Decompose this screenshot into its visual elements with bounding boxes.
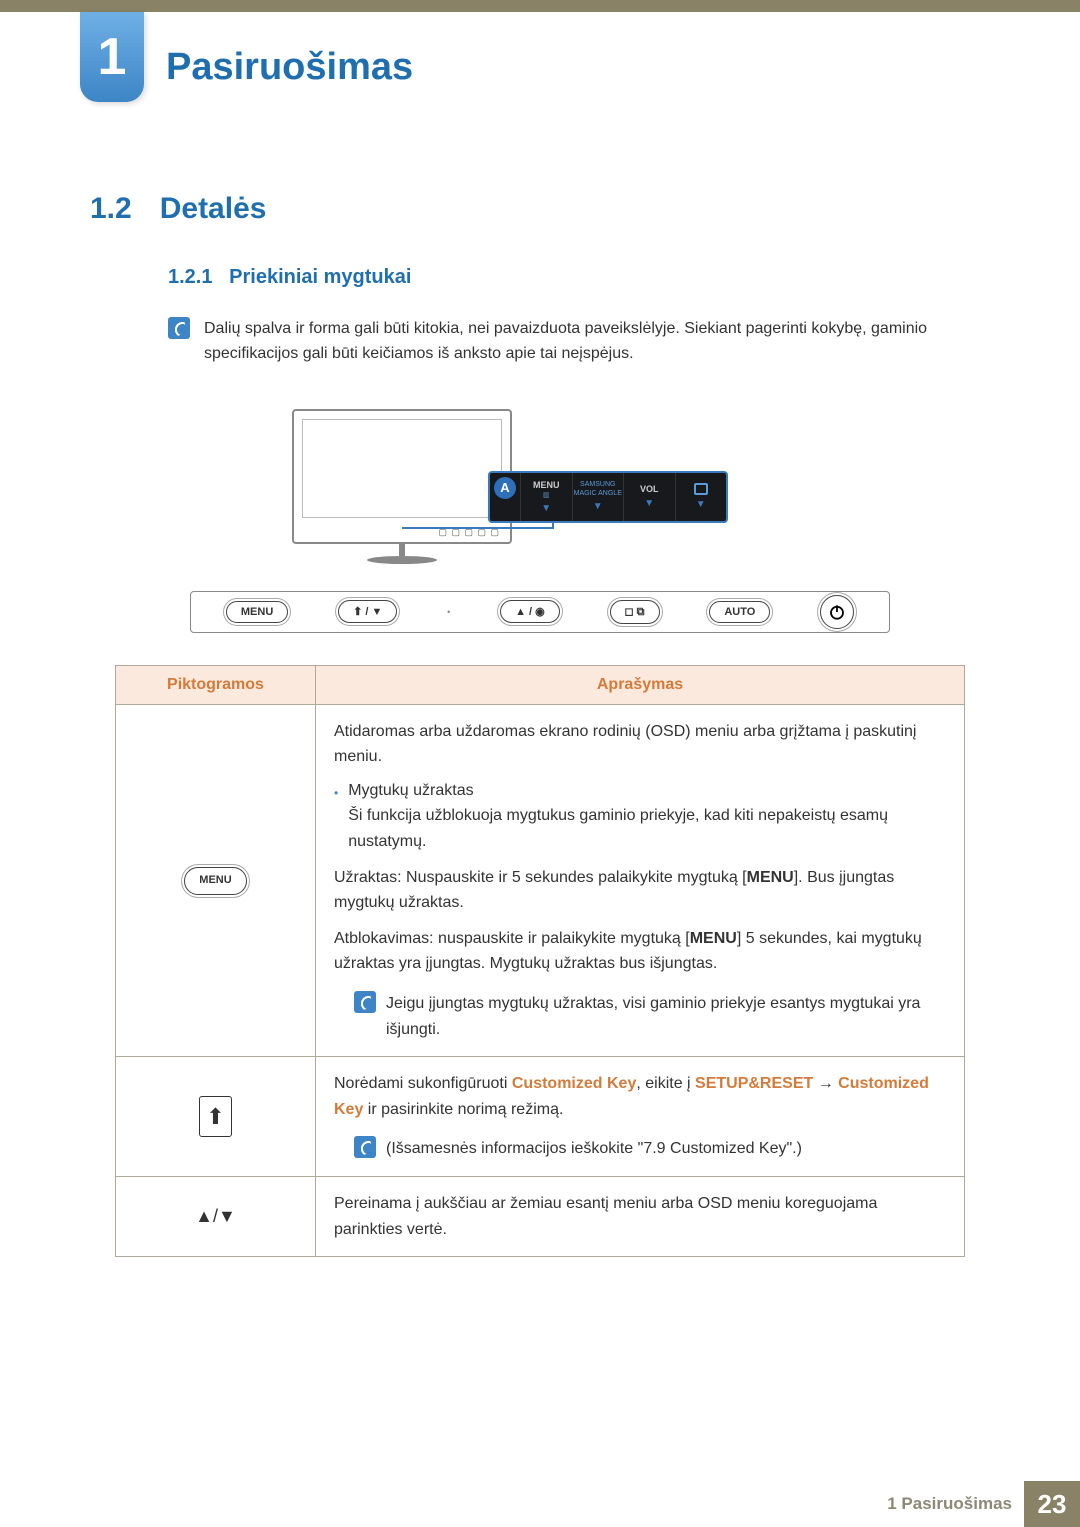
- section-number: 1.2: [90, 192, 132, 226]
- row1-unlock-text: Atblokavimas: nuspauskite ir palaikykite…: [334, 926, 946, 977]
- section-heading: 1.2 Detalės: [90, 192, 1080, 226]
- customized-key-icon: ⬆: [199, 1096, 231, 1137]
- table-header-description: Aprašymas: [316, 665, 965, 704]
- auto-button-icon: AUTO: [709, 601, 770, 623]
- row1-lock-text: Užraktas: Nuspauskite ir 5 sekundes pala…: [334, 865, 946, 916]
- chapter-title: Pasiruošimas: [144, 12, 413, 89]
- osd-source-icon: [694, 483, 708, 495]
- callout-connector: [402, 527, 554, 529]
- menu-button-icon: MENU: [226, 601, 288, 623]
- text-fragment: Užraktas: Nuspauskite ir 5 sekundes pala…: [334, 869, 747, 886]
- menu-button-icon: MENU: [184, 867, 246, 895]
- arrow-text: →: [813, 1075, 838, 1092]
- osd-arrow-icon: ▼: [593, 501, 603, 512]
- row1-note: Jeigu įjungtas mygtukų užraktas, visi ga…: [386, 991, 946, 1042]
- note-icon: [354, 1136, 376, 1158]
- bullet-icon: •: [334, 778, 338, 803]
- customized-key-label: Customized Key: [512, 1075, 636, 1092]
- osd-menu-label: MENU: [533, 480, 560, 490]
- subsection-title: Priekiniai mygtukai: [229, 266, 411, 288]
- osd-callout: A MENU ▥ ▼ SAMSUNG MAGIC ANGLE ▼ VOL ▼ ▼: [488, 471, 728, 523]
- osd-arrow-icon: ▼: [541, 503, 551, 514]
- text-fragment: Atblokavimas: nuspauskite ir palaikykite…: [334, 930, 690, 947]
- subsection-heading: 1.2.1 Priekiniai mygtukai: [168, 266, 1080, 289]
- osd-a-badge: A: [494, 477, 516, 499]
- top-accent-bar: [0, 0, 1080, 12]
- row3-desc: Pereinama į aukščiau ar žemiau esantį me…: [316, 1176, 965, 1256]
- row1-bullet-title: Mygtukų užraktas: [348, 778, 946, 804]
- setup-reset-label: SETUP&RESET: [695, 1075, 813, 1092]
- table-row: ⬆ Norėdami sukonfigūruoti Customized Key…: [116, 1057, 965, 1177]
- osd-arrow-icon: ▼: [696, 499, 706, 510]
- separator-dot: •: [447, 607, 450, 617]
- text-fragment: Norėdami sukonfigūruoti: [334, 1075, 512, 1092]
- text-fragment: ir pasirinkite norimą režimą.: [363, 1101, 563, 1118]
- osd-arrow-icon: ▼: [644, 498, 654, 509]
- footer-page-number: 23: [1024, 1481, 1080, 1527]
- row1-bullet-body: Ši funkcija užblokuoja mygtukus gaminio …: [348, 803, 946, 854]
- footer-chapter-label: 1 Pasiruošimas: [887, 1494, 1024, 1514]
- customized-down-button-icon: ⬆ / ▼: [338, 600, 397, 623]
- note-icon: [354, 991, 376, 1013]
- up-down-icon: ▲/▼: [195, 1206, 236, 1226]
- table-header-icons: Piktogramos: [116, 665, 316, 704]
- table-row: MENU Atidaromas arba uždaromas ekrano ro…: [116, 704, 965, 1057]
- power-button-icon: [820, 595, 854, 629]
- section-title: Detalės: [160, 192, 267, 226]
- chapter-number-badge: 1: [80, 12, 144, 102]
- table-row: ▲/▼ Pereinama į aukščiau ar žemiau esant…: [116, 1176, 965, 1256]
- row1-p1: Atidaromas arba uždaromas ekrano rodinių…: [334, 719, 946, 770]
- note-icon: [168, 317, 190, 339]
- front-button-bar: MENU ⬆ / ▼ • ▲ / ◉ ◻ ⧉ AUTO: [190, 591, 890, 633]
- text-fragment: , eikite į: [636, 1075, 695, 1092]
- row2-note: (Išsamesnės informacijos ieškokite "7.9 …: [386, 1136, 802, 1162]
- row2-body: Norėdami sukonfigūruoti Customized Key, …: [334, 1071, 946, 1122]
- intro-note-text: Dalių spalva ir forma gali būti kitokia,…: [204, 317, 1010, 367]
- menu-strong: MENU: [690, 930, 737, 947]
- subsection-number: 1.2.1: [168, 266, 212, 288]
- button-description-table: Piktogramos Aprašymas MENU Atidaromas ar…: [115, 665, 965, 1258]
- page-footer: 1 Pasiruošimas 23: [0, 1481, 1080, 1527]
- menu-strong: MENU: [747, 869, 794, 886]
- osd-vol-label: VOL: [640, 484, 659, 494]
- monitor-outline: ▢ ▢ ▢ ▢ ▢: [292, 409, 512, 544]
- osd-brand-label: SAMSUNG: [580, 481, 615, 488]
- monitor-diagram: ▢ ▢ ▢ ▢ ▢ A MENU ▥ ▼ SAMSUNG MAGIC ANGLE…: [190, 401, 890, 641]
- up-adjust-button-icon: ▲ / ◉: [500, 600, 560, 623]
- osd-menu-icon: ▥: [543, 492, 550, 499]
- source-button-icon: ◻ ⧉: [610, 600, 660, 624]
- osd-magic-angle-label: MAGIC ANGLE: [574, 490, 622, 497]
